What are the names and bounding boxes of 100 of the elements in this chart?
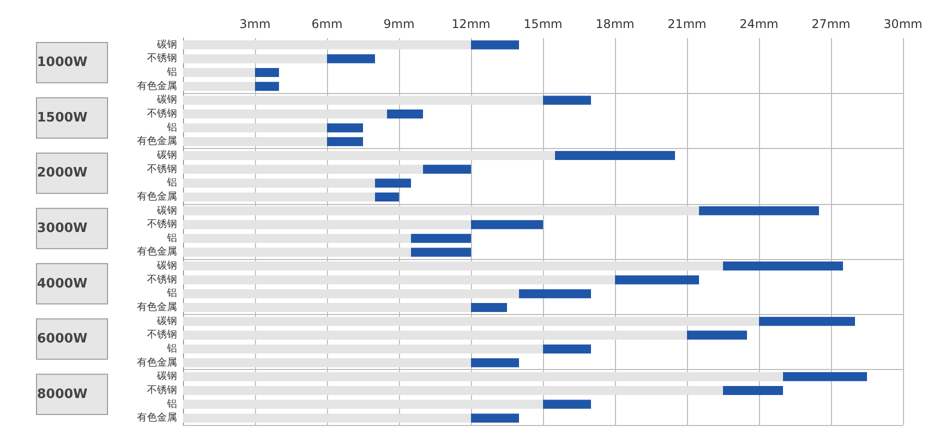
bar xyxy=(471,303,507,312)
x-tick-label: 18mm xyxy=(596,17,634,31)
y-tick-label: 铝 xyxy=(166,398,177,410)
bar xyxy=(183,96,543,105)
y-tick-label: 铝 xyxy=(166,232,177,244)
y-tick-label: 有色金属 xyxy=(137,80,177,92)
bar xyxy=(183,178,375,188)
bar xyxy=(543,96,591,105)
y-tick-label: 有色金属 xyxy=(137,356,177,368)
bar xyxy=(783,372,867,382)
bar xyxy=(183,150,555,160)
x-tick-label: 27mm xyxy=(812,17,850,31)
text: 4000W xyxy=(37,276,88,292)
bar xyxy=(183,234,411,243)
bar xyxy=(183,206,699,216)
bar xyxy=(615,275,699,284)
bar xyxy=(183,372,783,382)
bar xyxy=(555,150,675,160)
text: 6000W xyxy=(37,332,88,347)
bar xyxy=(183,330,687,340)
x-tick-label: 30mm xyxy=(884,17,922,31)
bar xyxy=(183,54,327,64)
x-tick-label: 15mm xyxy=(524,17,562,31)
bar xyxy=(375,178,411,188)
bar xyxy=(687,330,747,340)
bar xyxy=(543,344,591,354)
bar xyxy=(723,262,843,271)
bar xyxy=(471,40,519,50)
bar xyxy=(375,192,399,202)
y-tick-label: 有色金属 xyxy=(137,412,177,424)
y-tick-label: 有色金属 xyxy=(137,301,177,314)
bar xyxy=(471,358,519,368)
bar xyxy=(183,137,327,146)
y-tick-label: 不锈钢 xyxy=(147,164,177,175)
x-tick-label: 21mm xyxy=(668,17,706,31)
y-tick-label: 碳钢 xyxy=(156,38,177,50)
y-tick-label: 铝 xyxy=(166,343,177,354)
y-tick-label: 碳钢 xyxy=(156,314,177,327)
bar xyxy=(183,344,543,354)
bar xyxy=(387,110,423,119)
bar xyxy=(183,358,471,368)
y-tick-label: 有色金属 xyxy=(137,135,177,148)
y-tick-label: 不锈钢 xyxy=(147,330,177,341)
y-tick-label: 铝 xyxy=(166,122,177,134)
bar xyxy=(255,68,279,78)
bar xyxy=(183,289,519,298)
y-tick-label: 碳钢 xyxy=(156,204,177,216)
bar xyxy=(471,220,543,230)
text: 3000W xyxy=(37,221,88,236)
y-tick-label: 有色金属 xyxy=(137,246,177,258)
y-tick-label: 铝 xyxy=(166,178,177,189)
bar xyxy=(183,386,723,395)
y-tick-label: 碳钢 xyxy=(156,370,177,382)
y-tick-label: 铝 xyxy=(166,67,177,78)
y-tick-label: 不锈钢 xyxy=(147,219,177,230)
text: 1000W xyxy=(37,55,88,70)
text: 8000W xyxy=(37,386,88,402)
x-tick-label: 9mm xyxy=(383,17,415,31)
bar xyxy=(183,275,615,284)
bar xyxy=(183,400,543,409)
bar xyxy=(183,220,471,230)
y-tick-label: 铝 xyxy=(166,288,177,300)
x-tick-label: 12mm xyxy=(452,17,490,31)
bar xyxy=(183,303,471,312)
bar xyxy=(699,206,819,216)
bar xyxy=(183,248,411,257)
y-tick-label: 不锈钢 xyxy=(147,53,177,64)
bar xyxy=(183,68,255,78)
bar xyxy=(759,316,855,326)
y-tick-label: 不锈钢 xyxy=(147,274,177,286)
y-tick-label: 有色金属 xyxy=(137,190,177,202)
bar xyxy=(519,289,591,298)
text: 1500W xyxy=(37,110,88,126)
bar xyxy=(183,262,723,271)
bar xyxy=(543,400,591,409)
y-tick-label: 碳钢 xyxy=(156,260,177,272)
bar xyxy=(183,82,255,91)
bar xyxy=(471,414,519,423)
bar xyxy=(183,123,327,132)
bar xyxy=(411,248,471,257)
bar xyxy=(183,192,375,202)
y-tick-label: 碳钢 xyxy=(156,148,177,161)
bar xyxy=(183,316,759,326)
bar xyxy=(327,137,363,146)
x-tick-label: 3mm xyxy=(239,17,271,31)
bar xyxy=(327,123,363,132)
bar xyxy=(183,40,471,50)
bar xyxy=(183,110,387,119)
bar xyxy=(327,54,375,64)
y-tick-label: 碳钢 xyxy=(156,94,177,106)
bar xyxy=(255,82,279,91)
y-tick-label: 不锈钢 xyxy=(147,384,177,396)
bar xyxy=(423,164,471,174)
y-tick-label: 不锈钢 xyxy=(147,108,177,120)
x-tick-label: 6mm xyxy=(311,17,343,31)
x-tick-label: 24mm xyxy=(740,17,778,31)
bar xyxy=(183,414,471,423)
bar xyxy=(723,386,783,395)
bar xyxy=(183,164,423,174)
text: 2000W xyxy=(37,166,88,181)
